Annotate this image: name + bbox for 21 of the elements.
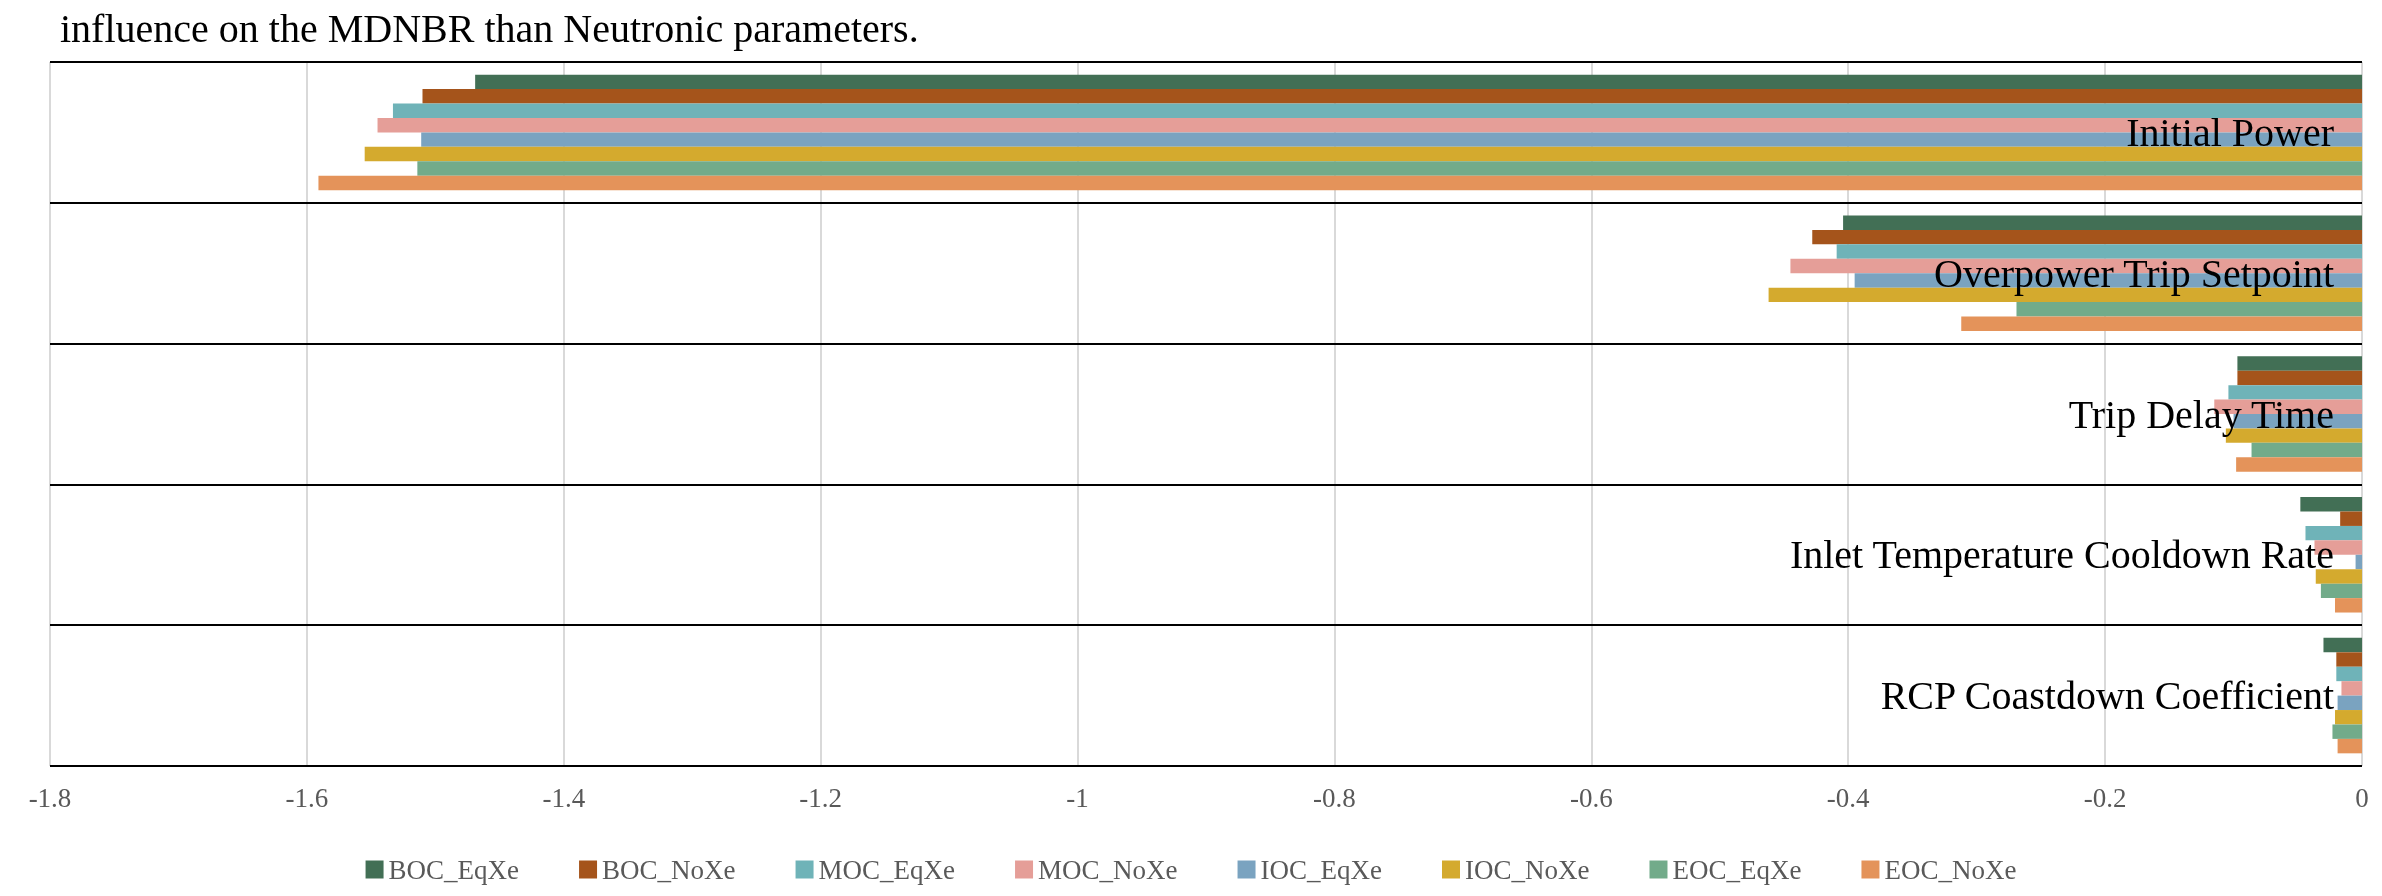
x-tick-label: -1.6 — [285, 782, 329, 813]
x-tick-label: -0.6 — [1569, 782, 1613, 813]
y-tick-label: Inlet Temperature Cooldown Rate — [1789, 532, 2334, 578]
legend-label: MOC_NoXe — [1038, 854, 1178, 885]
legend-label: IOC_EqXe — [1260, 854, 1383, 885]
x-tick-label: -1.4 — [542, 782, 586, 813]
legend-label: IOC_NoXe — [1465, 854, 1590, 885]
x-tick-label: -1.2 — [799, 782, 843, 813]
legend-label: EOC_NoXe — [1884, 854, 2017, 885]
legend-label: BOC_EqXe — [388, 854, 520, 885]
x-tick-label: -0.2 — [2083, 782, 2127, 813]
x-tick-label: -1.8 — [28, 782, 72, 813]
x-tick-label: -0.4 — [1826, 782, 1871, 813]
legend-label: BOC_NoXe — [602, 854, 736, 885]
y-tick-label: RCP Coastdown Coefficient — [1880, 673, 2334, 719]
x-tick-label: -1 — [1066, 782, 1089, 813]
text: influence on the MDNBR than Neutronic parameters. — [60, 5, 919, 51]
legend-label: EOC_EqXe — [1672, 854, 1802, 885]
x-tick-label: 0 — [2355, 782, 2369, 813]
legend-label: MOC_EqXe — [818, 854, 956, 885]
x-tick-label: -0.8 — [1313, 782, 1356, 813]
